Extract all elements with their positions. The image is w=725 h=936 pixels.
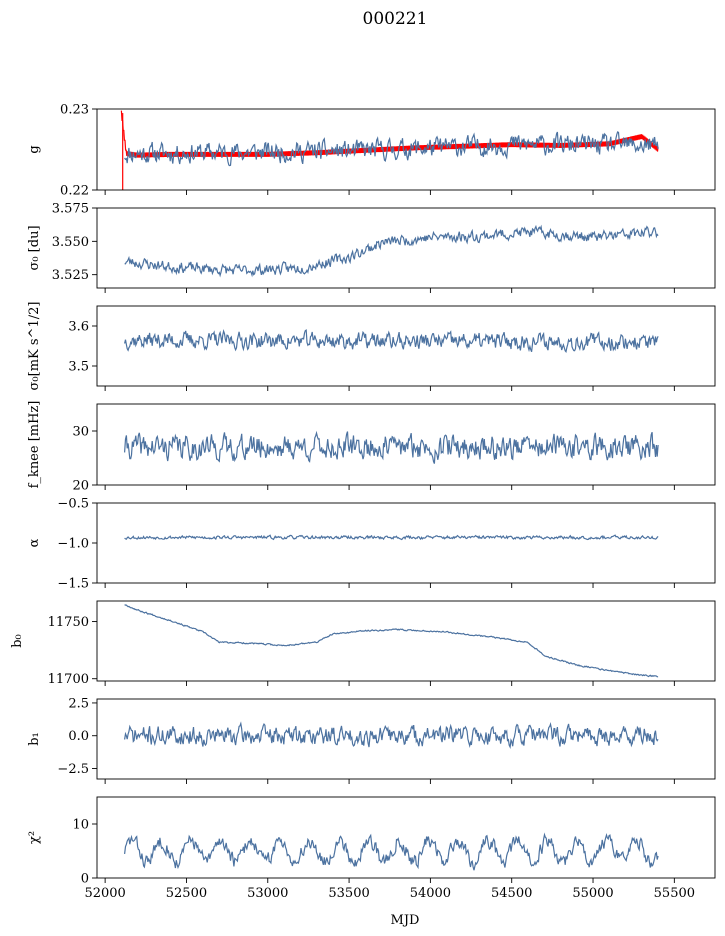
y-tick-label-g-1: 0.23: [60, 103, 89, 118]
figure-title: 000221: [363, 9, 428, 29]
plot-area-sigma0-du: [124, 224, 659, 278]
x-tick-label-0: 52000: [84, 886, 125, 901]
y-tick-label-alpha-2: −0.5: [57, 497, 89, 512]
panel-alpha: −1.5 −1.0 −0.5 α: [27, 497, 716, 592]
panel-b0: 11700 11750 b₀: [10, 600, 716, 687]
axes-frame-chi2: [96, 796, 716, 879]
x-tick-label-4: 54000: [410, 886, 451, 901]
y-axis-label-g: g: [27, 145, 42, 153]
axes-frame-g: [96, 108, 716, 191]
y-tick-label-sigma0-mk-0: 3.5: [68, 360, 89, 375]
plot-area-chi2: [124, 832, 659, 871]
y-tick-label-sigma0-du-0: 3.525: [52, 268, 89, 283]
y-tick-label-alpha-0: −1.5: [57, 577, 89, 592]
axes-frame-b1: [96, 698, 716, 780]
series-data-sigma0-du: [124, 224, 659, 278]
y-tick-label-chi2-0: 0: [81, 872, 89, 887]
y-axis-label-chi2: χ²: [27, 831, 42, 844]
y-tick-label-sigma0-du-1: 3.550: [52, 235, 89, 250]
y-tick-label-sigma0-mk-1: 3.6: [68, 320, 89, 335]
panel-sigma0-du: 3.525 3.550 3.575 σ₀ [du]: [27, 202, 716, 293]
panel-chi2: 0 10 52000 52500 53000 53500 54000 54500 55000 55…: [27, 796, 716, 901]
plot-area-b0: [124, 604, 659, 678]
plot-area-g: [120, 110, 659, 190]
y-tick-label-fknee-1: 30: [72, 425, 89, 440]
axes-frame-b0: [96, 600, 716, 682]
y-tick-label-sigma0-du-2: 3.575: [52, 202, 89, 217]
y-axis-label-b1: b₁: [27, 732, 42, 746]
axes-frame-alpha: [96, 502, 716, 584]
x-tick-label-6: 55000: [572, 886, 613, 901]
y-axis-label-sigma0-du: σ₀ [du]: [27, 225, 42, 270]
y-tick-label-b1-1: 0.0: [68, 729, 89, 744]
plot-area-fknee: [124, 430, 659, 464]
y-tick-label-b0-0: 11700: [48, 672, 89, 687]
panel-b1: −2.5 0.0 2.5 b₁: [27, 696, 716, 784]
series-model-g: [120, 110, 659, 158]
series-data-fknee: [124, 430, 659, 464]
series-data-alpha: [124, 534, 659, 541]
y-tick-label-g-0: 0.22: [60, 184, 89, 199]
x-tick-label-3: 53500: [328, 886, 369, 901]
panels: 0.22 0.23 g 3.525 3.550 3.575 σ₀ [du] 3.5 3.6 σ₀[…: [10, 103, 716, 901]
y-tick-label-b1-2: 2.5: [68, 696, 89, 711]
plot-area-alpha: [124, 534, 659, 541]
y-tick-label-b0-1: 11750: [48, 615, 89, 630]
y-axis-label-b0: b₀: [10, 634, 25, 648]
panel-fknee: 20 30 f_knee [mHz]: [27, 401, 716, 494]
series-data-b0: [124, 604, 659, 678]
y-axis-label-fknee: f_knee [mHz]: [27, 401, 42, 489]
y-tick-label-chi2-1: 10: [72, 818, 89, 833]
plot-area-sigma0-mk: [124, 329, 659, 353]
series-data-g: [124, 131, 659, 167]
axes-frame-fknee: [96, 403, 716, 486]
x-tick-label-5: 54500: [491, 886, 532, 901]
plot-area-b1: [124, 721, 659, 750]
y-tick-label-b1-0: −2.5: [57, 762, 89, 777]
y-tick-label-alpha-1: −1.0: [57, 537, 89, 552]
panel-g: 0.22 0.23 g: [27, 103, 716, 199]
series-data-b1: [124, 721, 659, 750]
y-axis-label-alpha: α: [27, 538, 42, 547]
x-axis-label: MJD: [391, 913, 420, 928]
x-tick-label-2: 53000: [247, 886, 288, 901]
axes-frame-sigma0-mk: [96, 305, 716, 387]
series-data-chi2: [124, 832, 659, 871]
axes-frame-sigma0-du: [96, 207, 716, 289]
panel-sigma0-mk: 3.5 3.6 σ₀[mK s^1/2]: [27, 302, 716, 391]
x-tick-label-1: 52500: [166, 886, 207, 901]
x-tick-label-7: 55500: [654, 886, 695, 901]
y-axis-label-sigma0-mk: σ₀[mK s^1/2]: [27, 302, 42, 391]
y-tick-label-fknee-0: 20: [72, 479, 89, 494]
series-data-sigma0-mk: [124, 329, 659, 353]
